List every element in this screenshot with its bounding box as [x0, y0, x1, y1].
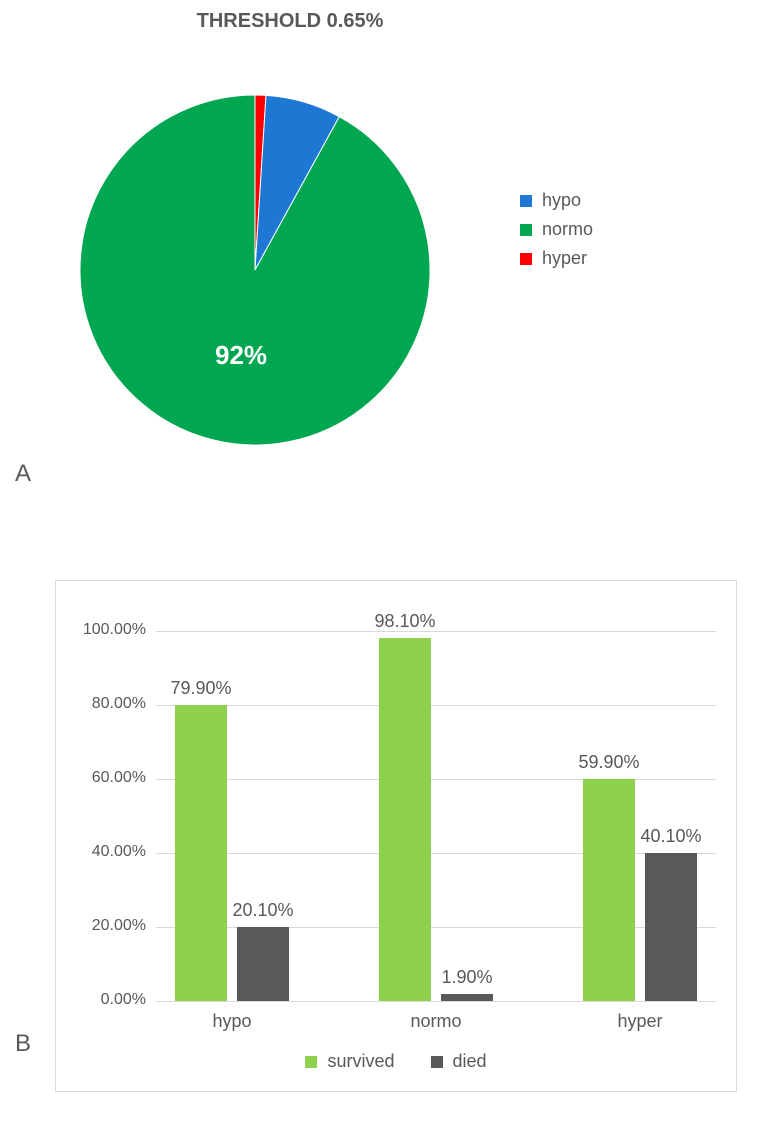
x-tick-label: hypo [212, 1011, 251, 1032]
y-tick-label: 100.00% [76, 621, 146, 639]
pie-slice-normo [80, 95, 430, 445]
legend-item-survived: survived [305, 1051, 394, 1072]
y-tick-label: 80.00% [76, 695, 146, 713]
legend-swatch-died [431, 1056, 443, 1068]
bar-died-normo [441, 994, 493, 1001]
legend-item-hyper: hyper [520, 248, 593, 269]
bar-value-label: 20.10% [232, 900, 293, 921]
bar-died-hyper [645, 853, 697, 1001]
gridline [156, 705, 716, 706]
legend-swatch-hypo [520, 195, 532, 207]
pie-legend: hypo normo hyper [520, 190, 593, 277]
pie-chart-title: THRESHOLD 0.65% [80, 10, 500, 33]
bar-value-label: 98.10% [374, 611, 435, 632]
legend-label-hypo: hypo [542, 190, 581, 211]
y-tick-label: 40.00% [76, 843, 146, 861]
y-tick-label: 20.00% [76, 917, 146, 935]
legend-label-normo: normo [542, 219, 593, 240]
legend-item-died: died [431, 1051, 487, 1072]
bar-legend: survived died [56, 1051, 736, 1072]
x-tick-label: hyper [617, 1011, 662, 1032]
panel-a-label: A [15, 460, 31, 488]
y-tick-label: 60.00% [76, 769, 146, 787]
pie-label-normo: 92% [215, 340, 267, 371]
bar-died-hypo [237, 927, 289, 1001]
bar-value-label: 40.10% [640, 826, 701, 847]
legend-swatch-hyper [520, 253, 532, 265]
bar-value-label: 1.90% [441, 967, 492, 988]
legend-label-hyper: hyper [542, 248, 587, 269]
panel-b-label: B [15, 1030, 31, 1058]
pie-chart [45, 60, 465, 480]
x-tick-label: normo [410, 1011, 461, 1032]
legend-label-survived: survived [327, 1051, 394, 1072]
bar-value-label: 59.90% [578, 752, 639, 773]
legend-item-hypo: hypo [520, 190, 593, 211]
gridline [156, 631, 716, 632]
bar-survived-normo [379, 638, 431, 1001]
pie-label-hyper: 1% [232, 70, 258, 91]
legend-swatch-survived [305, 1056, 317, 1068]
legend-swatch-normo [520, 224, 532, 236]
figure-container: A THRESHOLD 0.65% 1% 7% 92% hypo normo h… [0, 0, 768, 1125]
bar-survived-hypo [175, 705, 227, 1001]
legend-item-normo: normo [520, 219, 593, 240]
bar-survived-hyper [583, 779, 635, 1001]
pie-label-hypo: 7% [280, 72, 306, 93]
bar-plot-area: 0.00%20.00%40.00%60.00%80.00%100.00%79.9… [156, 631, 716, 1001]
y-tick-label: 0.00% [76, 991, 146, 1009]
gridline [156, 1001, 716, 1002]
legend-label-died: died [453, 1051, 487, 1072]
bar-value-label: 79.90% [170, 678, 231, 699]
bar-chart: 0.00% 20.00% 40.00% 60.00% 80.00% 100.00% 79.9… [55, 580, 737, 1092]
